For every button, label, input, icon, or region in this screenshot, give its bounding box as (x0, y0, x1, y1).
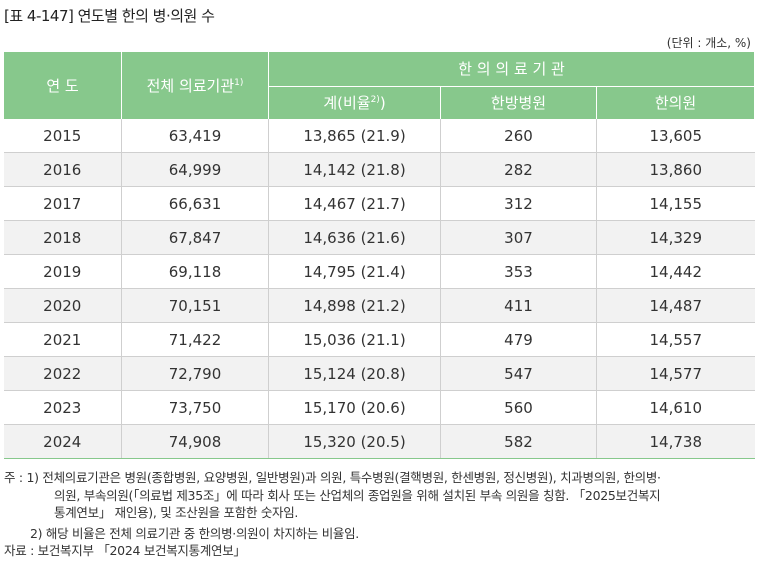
table-row: 2019 69,118 14,795 (21.4) 353 14,442 (3, 254, 755, 289)
table-row: 2017 66,631 14,467 (21.7) 312 14,155 (3, 186, 755, 221)
cell-sum: 14,636 (21.6) (268, 220, 441, 255)
header-total: 전체 의료기관1) (121, 52, 269, 119)
footnotes: 주 : 1) 전체의료기관은 병원(종합병원, 요양병원, 일반병원)과 의원,… (4, 469, 754, 560)
cell-sum: 15,124 (20.8) (268, 356, 441, 391)
header-oriental-group: 한 의 의 료 기 관 (267, 52, 756, 87)
table-row: 2023 73,750 15,170 (20.6) 560 14,610 (3, 390, 755, 425)
cell-total: 63,419 (121, 119, 269, 153)
cell-hospital: 312 (440, 186, 597, 221)
cell-year: 2022 (3, 356, 122, 391)
cell-total: 73,750 (121, 390, 269, 425)
cell-hospital: 560 (440, 390, 597, 425)
table-title: [표 4-147] 연도별 한의 병·의원 수 (4, 7, 215, 25)
cell-sum: 15,170 (20.6) (268, 390, 441, 425)
cell-hospital: 479 (440, 322, 597, 357)
cell-year: 2018 (3, 220, 122, 255)
cell-total: 72,790 (121, 356, 269, 391)
table-row: 2020 70,151 14,898 (21.2) 411 14,487 (3, 288, 755, 323)
cell-year: 2016 (3, 152, 122, 187)
cell-clinic: 14,487 (596, 288, 755, 323)
cell-sum: 14,467 (21.7) (268, 186, 441, 221)
cell-total: 71,422 (121, 322, 269, 357)
cell-hospital: 260 (440, 119, 597, 153)
cell-total: 67,847 (121, 220, 269, 255)
cell-sum: 14,795 (21.4) (268, 254, 441, 289)
note1-line1: 전체의료기관은 병원(종합병원, 요양병원, 일반병원)과 의원, 특수병원(결… (42, 470, 661, 485)
table-row: 2016 64,999 14,142 (21.8) 282 13,860 (3, 152, 755, 187)
table-row: 2021 71,422 15,036 (21.1) 479 14,557 (3, 322, 755, 357)
cell-hospital: 282 (440, 152, 597, 187)
cell-hospital: 307 (440, 220, 597, 255)
header-subtotal: 계(비율2)) (268, 86, 441, 119)
note2-prefix: 2) (30, 525, 46, 541)
header-year: 연 도 (3, 52, 122, 119)
cell-hospital: 411 (440, 288, 597, 323)
table-row: 2022 72,790 15,124 (20.8) 547 14,577 (3, 356, 755, 391)
cell-sum: 14,142 (21.8) (268, 152, 441, 187)
cell-total: 66,631 (121, 186, 269, 221)
cell-total: 69,118 (121, 254, 269, 289)
table-row: 2015 63,419 13,865 (21.9) 260 13,605 (3, 119, 755, 153)
cell-year: 2023 (3, 390, 122, 425)
cell-year: 2024 (3, 424, 122, 459)
cell-clinic: 14,557 (596, 322, 755, 357)
cell-clinic: 14,329 (596, 220, 755, 255)
data-table: 연 도 전체 의료기관1) 한 의 의 료 기 관 계(비율2)) 한방병원 한… (3, 52, 756, 459)
cell-clinic: 14,155 (596, 186, 755, 221)
cell-total: 74,908 (121, 424, 269, 459)
note1-line2: 의원, 부속의원(「의료법 제35조」에 따라 회사 또는 산업체의 종업원을 … (54, 487, 661, 503)
cell-clinic: 14,577 (596, 356, 755, 391)
cell-sum: 15,320 (20.5) (268, 424, 441, 459)
cell-year: 2021 (3, 322, 122, 357)
cell-year: 2017 (3, 186, 122, 221)
cell-hospital: 547 (440, 356, 597, 391)
cell-year: 2015 (3, 119, 122, 153)
cell-total: 64,999 (121, 152, 269, 187)
cell-year: 2019 (3, 254, 122, 289)
cell-hospital: 582 (440, 424, 597, 459)
cell-clinic: 13,860 (596, 152, 755, 187)
cell-clinic: 13,605 (596, 119, 755, 153)
cell-sum: 13,865 (21.9) (268, 119, 441, 153)
cell-total: 70,151 (121, 288, 269, 323)
note1-line3: 통계연보」 재인용), 및 조산원을 포함한 숫자임. (54, 505, 299, 520)
note1-prefix: 주 : 1) (4, 470, 43, 485)
header-oriental-hospital: 한방병원 (440, 86, 597, 119)
table-row: 2024 74,908 15,320 (20.5) 582 14,738 (3, 424, 755, 459)
cell-clinic: 14,610 (596, 390, 755, 425)
source-note: 자료 : 보건복지부 「2024 보건복지통계연보」 (4, 543, 246, 558)
header-oriental-clinic: 한의원 (595, 86, 756, 119)
cell-year: 2020 (3, 288, 122, 323)
table-row: 2018 67,847 14,636 (21.6) 307 14,329 (3, 220, 755, 255)
cell-clinic: 14,738 (596, 424, 755, 459)
cell-sum: 15,036 (21.1) (268, 322, 441, 357)
cell-hospital: 353 (440, 254, 597, 289)
cell-sum: 14,898 (21.2) (268, 288, 441, 323)
note2-text: 해당 비율은 전체 의료기관 중 한의병·의원이 차지하는 비율임. (45, 525, 359, 541)
cell-clinic: 14,442 (596, 254, 755, 289)
unit-label: (단위 : 개소, %) (666, 36, 751, 50)
